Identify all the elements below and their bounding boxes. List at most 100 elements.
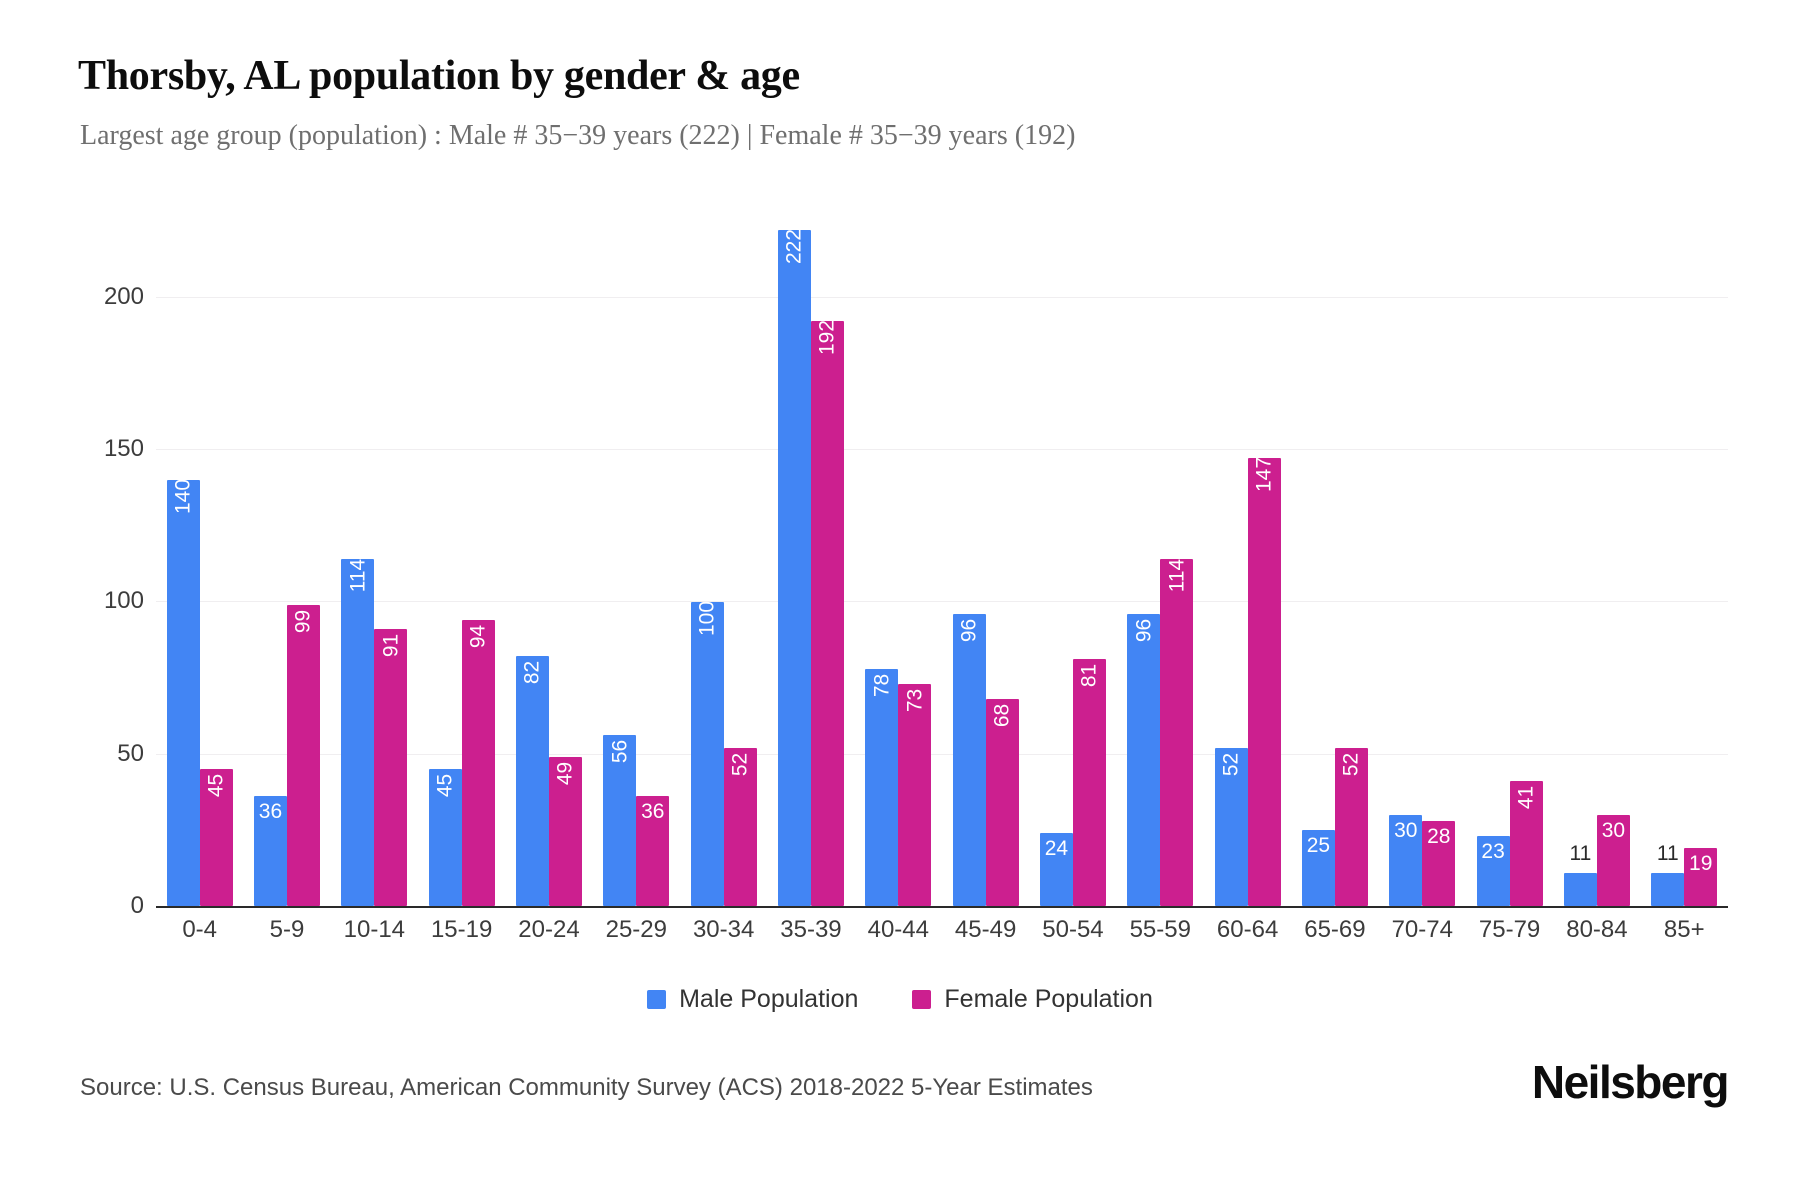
bar-50-54-female[interactable]: 81	[1072, 659, 1106, 906]
x-axis-tick-60-64: 60-64	[1216, 916, 1279, 943]
gridline-50	[156, 753, 1728, 755]
y-axis-tick-150: 150	[103, 435, 144, 463]
bar-55-59-female[interactable]: 114	[1160, 559, 1194, 906]
bar-group-55-59[interactable]: 96 114	[1117, 230, 1204, 906]
x-axis-tick-50-54: 50-54	[1042, 916, 1104, 943]
bar-value-label: 41	[1514, 785, 1538, 810]
bar-group-50-54[interactable]: 24 81	[1029, 230, 1116, 906]
bar-value-label: 91	[379, 633, 403, 658]
bar-value-label: 36	[258, 800, 283, 824]
bar-group-10-14[interactable]: 114 91	[331, 230, 418, 906]
bar-value-label: 11	[1656, 841, 1679, 865]
bar-group-65-69[interactable]: 25 52	[1291, 230, 1378, 906]
bar-20-24-female[interactable]: 49	[548, 756, 582, 906]
bar-group-25-29[interactable]: 56 36	[593, 230, 680, 906]
bar-group-0-4[interactable]: 140 45	[156, 230, 243, 906]
bar-15-19-female[interactable]: 94	[461, 619, 495, 906]
bar-value-label: 96	[957, 618, 981, 642]
bar-25-29-male[interactable]: 56	[603, 735, 637, 906]
bar-60-64-male[interactable]: 52	[1214, 747, 1248, 906]
bar-group-80-84[interactable]: 11 30	[1553, 230, 1640, 906]
bar-15-19-male[interactable]: 45	[428, 768, 462, 906]
y-axis-tick-100: 100	[103, 587, 144, 615]
x-axis-tick-15-19: 15-19	[430, 916, 493, 943]
gridline-150	[156, 449, 1728, 451]
bar-50-54-male[interactable]: 24	[1039, 832, 1073, 906]
gridline-100	[156, 601, 1728, 603]
legend-label: Male Population	[679, 985, 859, 1013]
legend-swatch-icon	[647, 990, 667, 1009]
bar-group-75-79[interactable]: 23 41	[1466, 230, 1553, 906]
bar-group-20-24[interactable]: 82 49	[505, 230, 592, 906]
bar-80-84-male[interactable]: 11	[1563, 843, 1597, 906]
bar-value-label: 19	[1689, 852, 1713, 876]
bar-20-24-male[interactable]: 82	[515, 656, 549, 906]
bar-35-39-male[interactable]: 222	[777, 229, 811, 906]
legend-label: Female Population	[944, 985, 1153, 1013]
bar-25-29-female[interactable]: 36	[636, 796, 670, 906]
bar-value-label: 192	[815, 320, 839, 356]
bar-10-14-female[interactable]: 91	[374, 628, 408, 906]
bar-55-59-male[interactable]: 96	[1127, 613, 1161, 906]
y-axis-tick-50: 50	[117, 739, 144, 767]
bar-75-79-female[interactable]: 41	[1509, 781, 1543, 906]
x-axis-tick-45-49: 45-49	[954, 916, 1017, 943]
bar-value-label: 81	[1077, 664, 1101, 688]
bar-value-label: 28	[1427, 824, 1451, 848]
bar-group-15-19[interactable]: 45 94	[418, 230, 505, 906]
bar-group-70-74[interactable]: 30 28	[1379, 230, 1466, 906]
bar-40-44-male[interactable]: 78	[865, 668, 899, 906]
bar-value-label: 45	[433, 773, 457, 798]
bar-0-4-female[interactable]: 45	[199, 768, 233, 906]
bar-60-64-female[interactable]: 147	[1247, 457, 1281, 906]
bar-75-79-male[interactable]: 23	[1476, 835, 1510, 906]
bar-65-69-male[interactable]: 25	[1301, 829, 1335, 906]
bar-value-label: 25	[1306, 833, 1331, 857]
bar-value-label: 30	[1601, 818, 1626, 842]
bar-85+-male[interactable]: 11	[1651, 843, 1685, 906]
bar-45-49-male[interactable]: 96	[952, 613, 986, 906]
bar-value-label: 52	[728, 752, 752, 776]
bar-group-45-49[interactable]: 96 68	[942, 230, 1029, 906]
bar-group-30-34[interactable]: 100 52	[680, 230, 767, 906]
bar-65-69-female[interactable]: 52	[1334, 747, 1368, 906]
x-axis-tick-10-14: 10-14	[343, 916, 406, 943]
x-axis-tick-25-29: 25-29	[605, 916, 667, 943]
bar-value-label: 11	[1569, 841, 1592, 865]
bar-30-34-male[interactable]: 100	[690, 600, 724, 906]
bar-5-9-male[interactable]: 36	[253, 796, 287, 906]
x-axis-tick-40-44: 40-44	[867, 916, 929, 943]
bar-group-35-39[interactable]: 222 192	[767, 229, 854, 906]
y-axis-tick-200: 200	[103, 282, 144, 310]
bar-groups: 140 45 36 99 114 91 45 94 82 49 56 36 100 52 222 192 78 7…	[156, 229, 1728, 906]
bar-30-34-female[interactable]: 52	[723, 747, 757, 906]
x-axis-tick-80-84: 80-84	[1566, 916, 1628, 943]
bar-group-5-9[interactable]: 36 99	[243, 230, 330, 906]
x-axis-tick-0-4: 0-4	[182, 916, 217, 943]
bar-value-label: 94	[466, 624, 490, 648]
bar-45-49-female[interactable]: 68	[985, 698, 1019, 906]
legend-swatch-icon	[912, 990, 932, 1009]
bar-70-74-female[interactable]: 28	[1422, 820, 1456, 906]
x-axis-tick-70-74: 70-74	[1391, 916, 1453, 943]
chart-legend: Male Population Female Population	[0, 985, 1800, 1014]
x-axis-line	[156, 906, 1728, 908]
bar-85+-female[interactable]: 19	[1684, 848, 1718, 906]
bar-value-label: 24	[1044, 836, 1069, 860]
bar-value-label: 82	[520, 661, 544, 685]
bar-10-14-male[interactable]: 114	[341, 559, 375, 906]
y-axis: 0 50 100 150 200	[78, 230, 156, 919]
bar-40-44-female[interactable]: 73	[898, 683, 932, 906]
bar-70-74-male[interactable]: 30	[1389, 814, 1423, 906]
bar-5-9-female[interactable]: 99	[286, 604, 320, 906]
legend-item-male[interactable]: Male Population	[647, 985, 858, 1014]
bar-group-60-64[interactable]: 52 147	[1204, 230, 1291, 906]
bar-0-4-male[interactable]: 140	[166, 479, 200, 906]
bar-group-40-44[interactable]: 78 73	[855, 230, 942, 906]
bar-35-39-female[interactable]: 192	[810, 320, 844, 906]
bar-80-84-female[interactable]: 30	[1596, 814, 1630, 906]
bar-group-85+[interactable]: 11 19	[1641, 230, 1728, 906]
bar-value-label: 45	[204, 773, 228, 798]
legend-item-female[interactable]: Female Population	[912, 985, 1153, 1014]
